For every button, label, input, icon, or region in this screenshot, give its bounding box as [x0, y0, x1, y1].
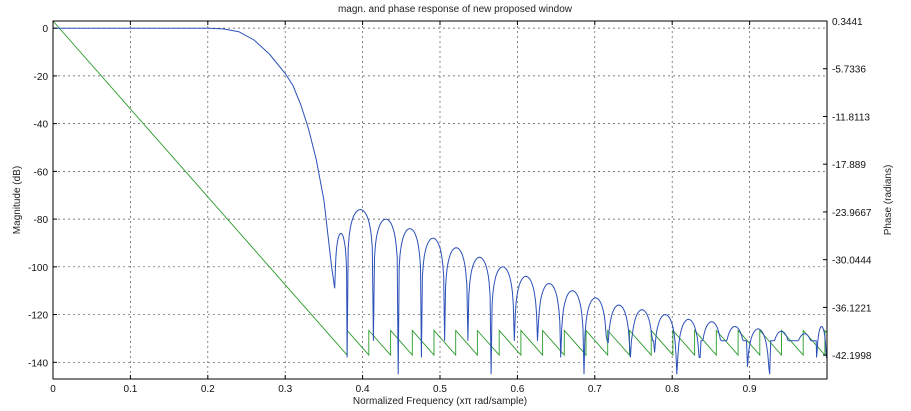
- x-axis-label: Normalized Frequency (xπ rad/sample): [353, 396, 527, 407]
- x-tick-label: 0: [50, 384, 56, 395]
- y-left-tick-label: -140: [28, 358, 48, 369]
- y-right-tick-label: -11.8113: [832, 112, 870, 123]
- y-right-tick-label: -42.1998: [832, 351, 872, 362]
- y-right-tick-label: -30.0444: [832, 256, 872, 267]
- y-left-tick-label: -60: [34, 167, 49, 178]
- x-tick-label: 0.2: [201, 384, 215, 395]
- y-right-tick-label: 0.3441: [832, 17, 863, 28]
- plot-frame: [52, 20, 828, 380]
- x-tick-label: 0.7: [588, 384, 602, 395]
- y-right-tick-label: -23.9667: [832, 208, 872, 219]
- x-tick-label: 0.1: [123, 384, 137, 395]
- grid: [53, 21, 827, 379]
- magnitude-series-line: [53, 27, 827, 375]
- y-right-tick-label: -5.7336: [832, 65, 866, 76]
- x-tick-label: 0.5: [433, 384, 447, 395]
- y-left-tick-label: -40: [34, 120, 49, 131]
- y-right-tick-label: -36.1221: [832, 303, 872, 314]
- phase-series-line: [52, 20, 828, 357]
- chart-title: magn. and phase response of new proposed…: [338, 4, 573, 15]
- plot-curves: [52, 20, 828, 375]
- y-left-tick-label: -120: [28, 311, 48, 322]
- x-tick-label: 0.8: [665, 384, 679, 395]
- ticks: 0 0.1 0.2 0.3 0.4 0.5 0.6 0.7 0.8 0.9 0 -20 -40 -60 -8…: [28, 17, 872, 395]
- y-left-tick-label: -80: [34, 215, 49, 226]
- x-tick-label: 0.6: [510, 384, 524, 395]
- x-tick-label: 0.3: [278, 384, 292, 395]
- y-axis-right-label: Phase (radians): [883, 165, 894, 236]
- x-tick-label: 0.9: [743, 384, 757, 395]
- x-tick-label: 0.4: [356, 384, 370, 395]
- y-axis-left-label: Magnitude (dB): [12, 166, 23, 234]
- y-left-tick-label: -100: [28, 263, 48, 274]
- y-left-tick-label: 0: [42, 24, 48, 35]
- y-right-tick-label: -17.889: [832, 160, 866, 171]
- y-left-tick-label: -20: [34, 72, 49, 83]
